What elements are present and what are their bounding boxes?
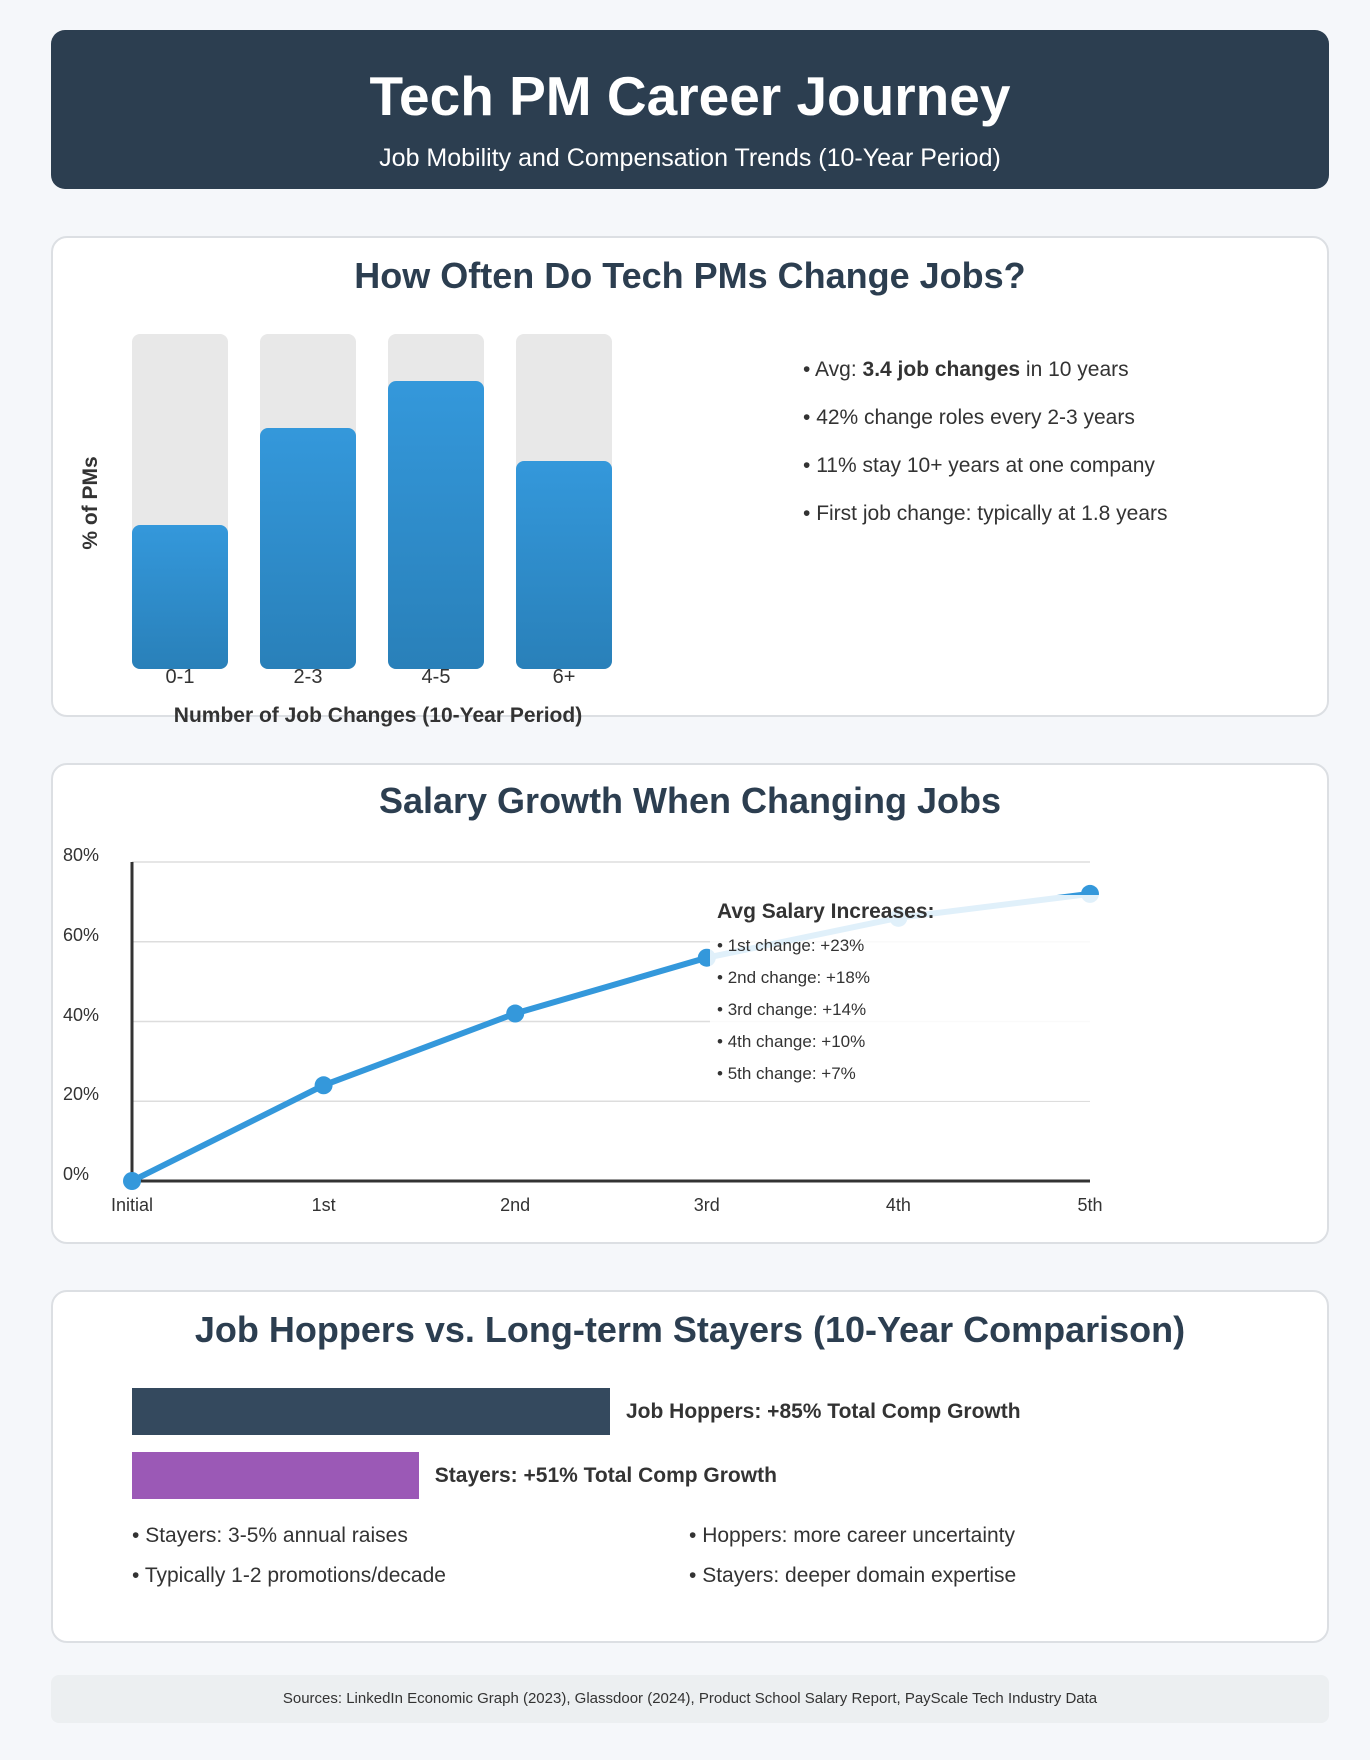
bar-category-label: 2-3 — [293, 666, 323, 688]
y-tick-label: 0% — [63, 1164, 90, 1184]
data-point — [314, 1076, 333, 1095]
salary-increase-item: 1st change: +23% — [717, 936, 1093, 968]
comparison-note: Typically 1-2 promotions/decade — [132, 1564, 446, 1604]
comparison-note: Stayers: 3-5% annual raises — [132, 1524, 446, 1564]
comparison-note: Hoppers: more career uncertainty — [689, 1524, 1016, 1564]
y-tick-label: 80% — [63, 845, 100, 865]
hoppers-label: Job Hoppers: +85% Total Comp Growth — [626, 1400, 1021, 1423]
fact-item: 42% change roles every 2-3 years — [803, 406, 1168, 454]
y-tick-label: 40% — [63, 1004, 100, 1025]
fact-avg-value: 3.4 job changes — [862, 358, 1021, 381]
job-changes-card: How Often Do Tech PMs Change Jobs? % of … — [51, 236, 1329, 727]
salary-growth-card: Salary Growth When Changing Jobs Avg Sal… — [51, 763, 1329, 1244]
comparison-note: Stayers: deeper domain expertise — [689, 1564, 1016, 1604]
hoppers-bar — [132, 1388, 610, 1435]
fact-item: First job change: typically at 1.8 years — [803, 502, 1167, 550]
job-change-facts: Avg: 3.4 job changes in 10 years 42% cha… — [803, 358, 1168, 550]
bar-chart-x-axis-title: Number of Job Changes (10-Year Period) — [173, 704, 583, 727]
salary-increase-item: 5th change: +7% — [717, 1064, 1093, 1096]
sources-footer: Sources: LinkedIn Economic Graph (2023),… — [51, 1675, 1329, 1723]
x-tick-label: 1st — [311, 1195, 336, 1215]
salary-growth-title: Salary Growth When Changing Jobs — [378, 780, 1002, 821]
bar-category-label: 0-1 — [165, 666, 195, 688]
salary-increases-box: Avg Salary Increases: 1st change: +23% 2… — [710, 895, 1100, 1101]
bar-4-5 — [388, 380, 484, 669]
page-header: Tech PM Career Journey Job Mobility and … — [51, 30, 1329, 189]
bar-category-label: 4-5 — [421, 666, 451, 688]
x-tick-label: 2nd — [500, 1195, 531, 1215]
x-tick-label: 3rd — [693, 1195, 720, 1215]
data-point — [123, 1172, 141, 1190]
x-tick-label: 4th — [885, 1195, 911, 1215]
comparison-notes-left: Stayers: 3-5% annual raises Typically 1-… — [132, 1524, 446, 1604]
bar-0-1 — [132, 524, 228, 669]
page-subtitle: Job Mobility and Compensation Trends (10… — [379, 144, 1001, 172]
salary-growth-line-chart — [123, 861, 1099, 1190]
y-tick-label: 60% — [63, 924, 100, 945]
x-tick-label: Initial — [110, 1195, 154, 1215]
salary-increases-title: Avg Salary Increases: — [717, 900, 935, 923]
y-tick-label: 20% — [63, 1084, 100, 1105]
salary-increase-item: 2nd change: +18% — [717, 968, 1093, 1000]
bar-2-3 — [260, 427, 356, 669]
fact-item: 11% stay 10+ years at one company — [803, 454, 1168, 502]
bar-category-label: 6+ — [552, 666, 576, 688]
job-changes-title: How Often Do Tech PMs Change Jobs? — [354, 255, 1026, 296]
data-point — [506, 1004, 525, 1023]
bar-6+ — [516, 461, 612, 669]
x-tick-label: 5th — [1077, 1195, 1103, 1215]
stayers-bar — [132, 1452, 419, 1499]
fact-avg-suffix: in 10 years — [1020, 358, 1129, 381]
salary-increase-item: 4th change: +10% — [717, 1032, 1093, 1064]
page-title: Tech PM Career Journey — [369, 65, 1011, 127]
salary-increase-item: 3rd change: +14% — [717, 1000, 1093, 1032]
comparison-card: Job Hoppers vs. Long-term Stayers (10-Ye… — [51, 1290, 1329, 1643]
comparison-notes-right: Hoppers: more career uncertainty Stayers… — [689, 1524, 1016, 1604]
comparison-title: Job Hoppers vs. Long-term Stayers (10-Ye… — [194, 1309, 1186, 1350]
fact-avg-prefix: Avg: — [815, 358, 863, 381]
fact-avg: Avg: 3.4 job changes in 10 years — [803, 358, 1168, 406]
stayers-label: Stayers: +51% Total Comp Growth — [434, 1464, 777, 1487]
bar-chart-y-axis-title: % of PMs — [79, 456, 102, 550]
